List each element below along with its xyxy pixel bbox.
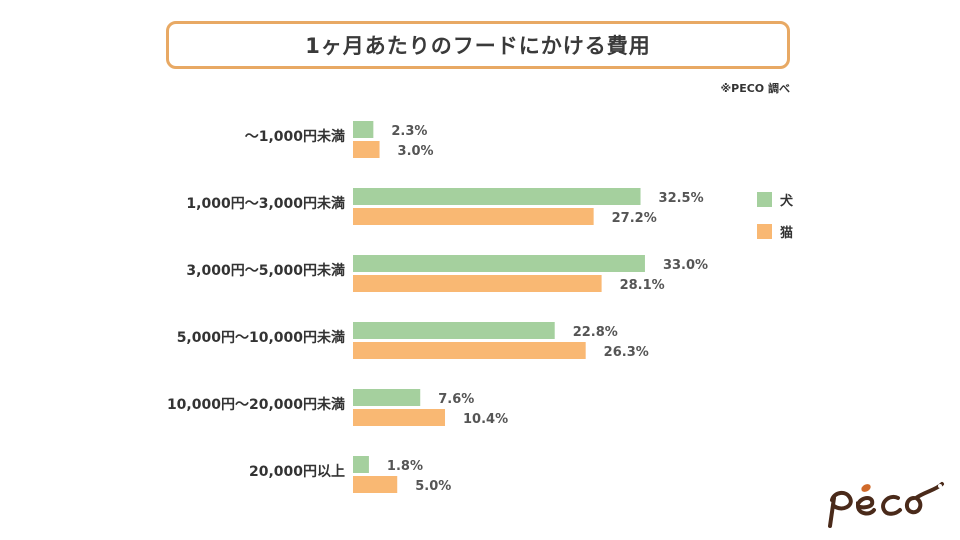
value-label: 2.3% bbox=[391, 124, 427, 139]
bar-dog bbox=[353, 188, 641, 205]
bar-cat bbox=[353, 141, 380, 158]
value-label: 33.0% bbox=[663, 258, 708, 273]
legend-label: 猫 bbox=[780, 225, 793, 241]
bar-dog bbox=[353, 255, 645, 272]
category-label: 10,000円～20,000円未満 bbox=[167, 396, 345, 413]
value-label: 27.2% bbox=[612, 211, 657, 226]
category-label: ～1,000円未満 bbox=[245, 128, 345, 145]
bar-cat bbox=[353, 342, 586, 359]
bar-dog bbox=[353, 121, 374, 138]
legend-swatch bbox=[757, 224, 772, 239]
chart-title-box: 1ヶ月あたりのフードにかける費用 bbox=[166, 21, 790, 69]
bar-dog bbox=[353, 456, 369, 473]
category-label: 3,000円～5,000円未満 bbox=[186, 262, 345, 279]
value-label: 22.8% bbox=[573, 325, 618, 340]
bar-cat bbox=[353, 476, 398, 493]
legend-label: 犬 bbox=[780, 193, 794, 209]
value-label: 3.0% bbox=[398, 144, 434, 159]
value-label: 1.8% bbox=[387, 459, 423, 474]
bar-dog bbox=[353, 389, 421, 406]
bar-cat bbox=[353, 208, 594, 225]
value-label: 5.0% bbox=[415, 479, 451, 494]
bar-cat bbox=[353, 275, 602, 292]
legend-swatch bbox=[757, 192, 772, 207]
value-label: 32.5% bbox=[659, 191, 704, 206]
category-label: 5,000円～10,000円未満 bbox=[177, 329, 345, 346]
bars-group: ～1,000円未満 2.3% 3.0% 1,000円～3,000円未満 32.5%27.… bbox=[167, 121, 708, 494]
value-label: 10.4% bbox=[463, 412, 508, 427]
peco-logo bbox=[828, 482, 944, 528]
chart-title: 1ヶ月あたりのフードにかける費用 bbox=[305, 34, 651, 58]
legend: 犬猫 bbox=[757, 192, 794, 241]
value-label: 7.6% bbox=[438, 392, 474, 407]
category-label: 1,000円～3,000円未満 bbox=[186, 195, 345, 212]
bar-cat bbox=[353, 409, 446, 426]
value-label: 26.3% bbox=[604, 345, 649, 360]
category-label: 20,000円以上 bbox=[249, 464, 345, 480]
bar-dog bbox=[353, 322, 555, 339]
source-note: ※PECO 調べ bbox=[720, 82, 790, 95]
value-label: 28.1% bbox=[620, 278, 665, 293]
